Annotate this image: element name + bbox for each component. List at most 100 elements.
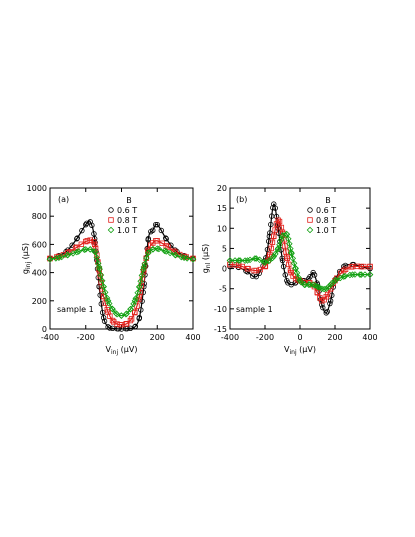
data-point [252,255,260,262]
data-point-dense [172,251,179,259]
data-point-dense [97,292,103,298]
data-point-dense [161,247,168,255]
data-point-dense [142,263,149,269]
data-point-dense [366,271,374,278]
y-tick-label: -15 [214,325,227,334]
series-line [49,220,194,330]
data-point [95,263,103,271]
data-point [323,310,329,316]
data-point [341,267,347,274]
data-point-dense [332,276,340,284]
data-point-dense [103,294,111,302]
y-tick-label: 800 [32,212,47,221]
x-axis-label: Vinj (μV) [284,345,316,356]
data-point [82,246,90,253]
data-point-dense [98,301,104,307]
data-point-dense [324,308,330,315]
data-point-dense [64,251,71,259]
data-point-dense [265,257,272,265]
data-point-dense [311,272,318,278]
data-point-dense [92,245,99,252]
data-point-dense [274,246,281,253]
data-point-dense [351,271,359,278]
x-tick-label: -400 [221,333,239,342]
data-point-dense [134,303,140,309]
data-point-dense [317,296,324,303]
data-point-dense [108,305,116,312]
data-point-dense [166,249,174,257]
data-point-dense [143,254,150,262]
data-point-dense [136,315,142,322]
data-point-dense [276,241,283,249]
data-point-dense [105,300,113,307]
data-point-dense [165,244,171,250]
data-point [287,249,295,256]
data-point-dense [307,274,313,280]
data-point-dense [311,282,319,289]
legend-label: 0.6 T [117,206,137,215]
data-point-dense [342,266,349,272]
data-point [100,315,107,321]
data-point-dense [273,213,280,220]
data-point-dense [272,205,278,211]
data-point-dense [124,320,130,327]
data-point [162,248,170,255]
data-point-dense [153,221,159,228]
legend-marker [307,217,313,223]
data-point-dense [145,237,151,243]
legend-label: 1.0 T [117,226,137,235]
data-point-dense [112,310,120,317]
data-point-dense [320,304,326,311]
legend-label: 0.6 T [316,206,336,215]
data-point-dense [46,255,54,263]
data-point-dense [278,247,284,253]
data-point-dense [138,272,146,279]
series-1_0-T [46,245,197,319]
sample-annotation: sample 1 [236,305,273,314]
data-point-dense [280,263,287,270]
y-tick-label: 1000 [27,184,47,193]
legend-marker [108,207,114,213]
data-point-dense [337,274,344,282]
data-point-dense [324,291,331,298]
x-tick-label: 400 [362,333,377,342]
data-point-dense [139,266,147,273]
data-point-dense [288,250,295,257]
data-point-dense [58,253,65,261]
series-line [49,239,194,326]
data-point-dense [89,222,95,228]
data-point-dense [86,246,94,253]
y-tick-label: 0 [222,265,227,274]
data-point [314,283,321,290]
data-point-dense [269,239,276,246]
data-point-dense [81,246,88,253]
data-point [327,298,334,304]
data-point [341,263,347,270]
legend-title: B [126,196,132,205]
data-point-dense [117,312,125,319]
data-point-dense [249,273,256,279]
legend-marker [306,226,314,234]
data-point [318,285,326,292]
y-tick-label: 200 [32,297,47,306]
data-point-dense [94,260,102,267]
data-point-dense [327,300,333,307]
data-point-dense [107,313,113,319]
data-point-dense [348,264,354,270]
data-point-dense [361,271,369,278]
data-point-dense [267,230,273,236]
data-point-dense [241,257,249,264]
legend-marker [307,207,313,213]
data-point-dense [295,274,302,281]
data-point-dense [79,227,85,234]
y-axis-label: gnl (μS) [201,244,212,274]
data-point-dense [239,263,245,270]
data-point-dense [276,230,282,236]
legend-title: B [325,196,331,205]
data-point-dense [159,240,165,246]
data-point-dense [328,280,336,287]
data-point-dense [226,257,234,264]
data-point-dense [282,272,288,278]
data-point-dense [233,262,239,268]
series-1_0-T [226,230,374,293]
